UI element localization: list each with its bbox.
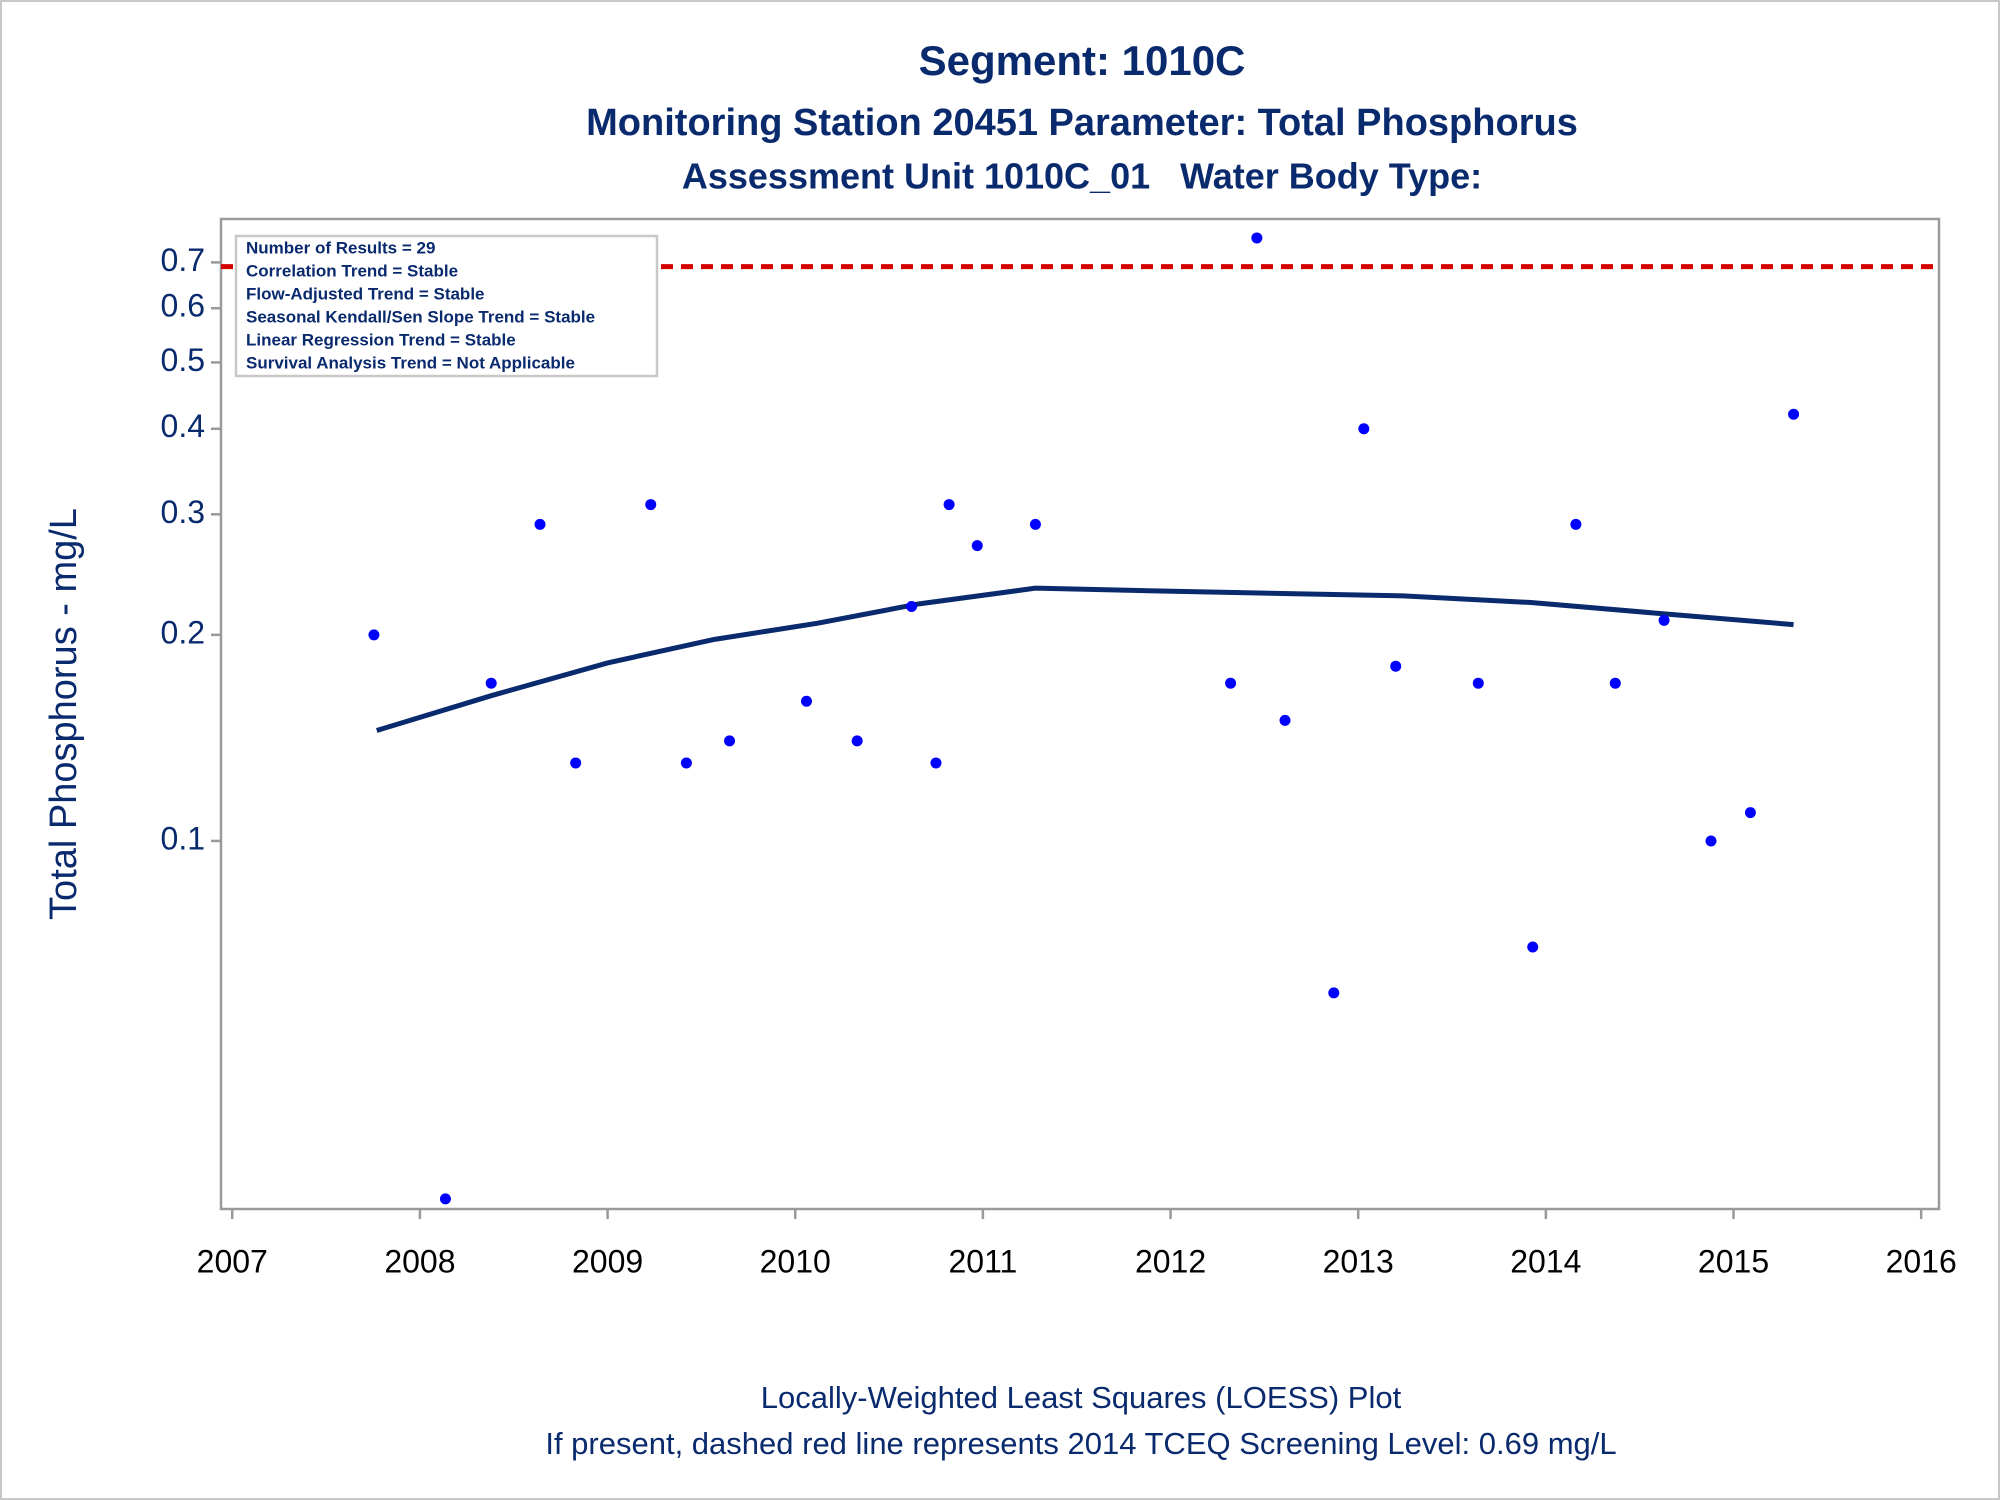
x-tick-label: 2010: [760, 1243, 831, 1279]
y-tick-label: 0.3: [161, 494, 205, 530]
y-tick-label: 0.6: [161, 288, 205, 324]
data-point: [1390, 660, 1402, 672]
x-tick-label: 2008: [384, 1243, 455, 1279]
x-tick-label: 2009: [572, 1243, 643, 1279]
data-point: [1251, 232, 1263, 244]
x-tick-label: 2014: [1510, 1243, 1581, 1279]
annotation-box: [234, 234, 659, 378]
data-point: [943, 499, 955, 511]
data-point: [1570, 518, 1582, 530]
footnote: Locally-Weighted Least Squares (LOESS) P…: [761, 1380, 1402, 1415]
data-point: [534, 518, 546, 530]
y-tick-label: 0.7: [161, 242, 205, 278]
footnote: If present, dashed red line represents 2…: [545, 1426, 1616, 1461]
data-point: [368, 629, 380, 641]
data-point: [1472, 677, 1484, 689]
data-point: [645, 499, 657, 511]
data-point: [1328, 987, 1340, 999]
data-point: [1527, 941, 1539, 953]
data-point: [570, 757, 582, 769]
data-point: [1788, 408, 1800, 420]
data-point: [1744, 807, 1756, 819]
y-tick-label: 0.1: [161, 820, 205, 856]
x-tick-label: 2011: [948, 1243, 1017, 1279]
data-point: [971, 540, 983, 552]
annotation: Survival Analysis Trend = Not Applicable: [246, 353, 575, 372]
data-point: [1279, 714, 1291, 726]
data-point: [1358, 423, 1370, 435]
data-point: [800, 695, 812, 707]
annotation: Linear Regression Trend = Stable: [246, 330, 516, 349]
data-point: [851, 735, 863, 747]
data-point: [1609, 677, 1621, 689]
annotation: Correlation Trend = Stable: [246, 261, 458, 280]
x-tick-label: 2013: [1323, 1243, 1394, 1279]
annotation: Number of Results = 29: [246, 238, 435, 257]
data-point: [1029, 518, 1041, 530]
data-point: [906, 601, 918, 613]
chart-subtitle: Assessment Unit 1010C_01 Water Body Type…: [682, 156, 1482, 197]
loess-line: [376, 585, 1794, 733]
data-point: [439, 1193, 451, 1205]
data-point: [930, 757, 942, 769]
y-tick-label: 0.2: [161, 614, 205, 650]
data-point: [680, 757, 692, 769]
annotation: Seasonal Kendall/Sen Slope Trend = Stabl…: [246, 307, 595, 326]
annotation: Flow-Adjusted Trend = Stable: [246, 284, 485, 303]
data-point: [1705, 835, 1717, 847]
x-tick-label: 2007: [197, 1243, 268, 1279]
data-point: [1658, 614, 1670, 626]
plot-area: [219, 217, 1941, 1211]
chart-subtitle: Monitoring Station 20451 Parameter: Tota…: [586, 102, 1578, 144]
y-tick-label: 0.4: [161, 408, 205, 444]
y-axis-label: Total Phosphorus - mg/L: [43, 508, 85, 920]
chart-title: Segment: 1010C: [919, 37, 1246, 84]
data-point: [724, 735, 736, 747]
data-point: [485, 677, 497, 689]
x-tick-label: 2012: [1135, 1243, 1206, 1279]
x-tick-label: 2016: [1886, 1243, 1957, 1279]
y-tick-label: 0.5: [161, 342, 205, 378]
data-point: [1225, 677, 1237, 689]
x-tick-label: 2015: [1698, 1243, 1769, 1279]
